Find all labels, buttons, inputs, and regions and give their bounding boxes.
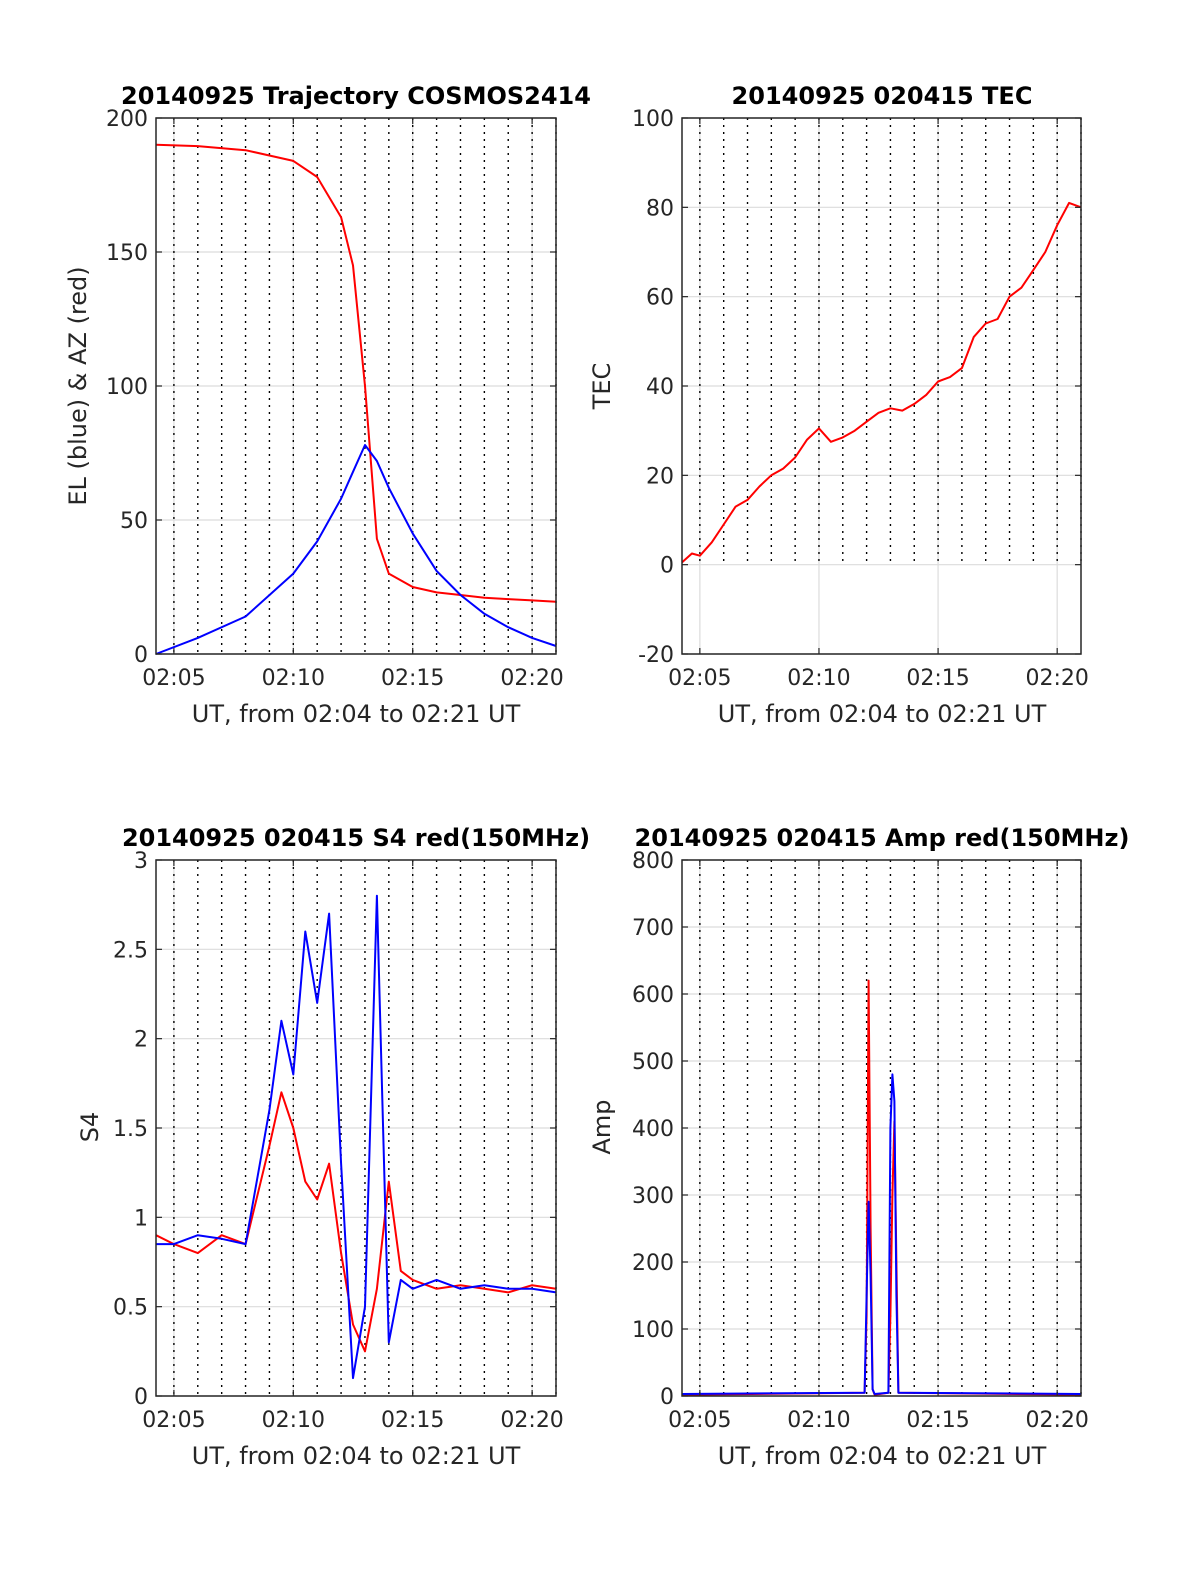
trajectory-ytick-label: 200 [106, 107, 148, 132]
amp-xtick-label: 02:15 [906, 1408, 969, 1433]
trajectory-ticks: 0 50 100 150 200 02:05 02:10 02:15 02:20 [106, 107, 564, 691]
tec-series-line [681, 201, 1082, 564]
trajectory-ytick-label: 150 [106, 241, 148, 266]
amp-xtick-label: 02:20 [1025, 1408, 1088, 1433]
amp-series [681, 979, 1082, 1396]
tec-ylabel: TEC [588, 363, 616, 411]
s4-ticks: 0 0.5 1 1.5 2 2.5 3 02:05 02:10 02:15 02:20 [113, 849, 564, 1433]
tec-xtick-label: 02:05 [668, 666, 731, 691]
s4-ytick-label: 0.5 [113, 1296, 148, 1321]
amp-ytick-label: 0 [660, 1385, 674, 1410]
s4-xtick-label: 02:05 [142, 1408, 205, 1433]
s4-xtick-label: 02:20 [500, 1408, 563, 1433]
tec-panel: 20140925 020415 TEC UT, from 02:04 to 02… [588, 82, 1089, 728]
tec-ytick-label: 40 [646, 375, 674, 400]
amp-ticks: 0 100 200 300 400 500 600 700 800 02:05 02:10 02:15… [632, 849, 1089, 1433]
amp-ytick-label: 300 [632, 1184, 674, 1209]
amp-panel: 20140925 020415 Amp red(150MHz) UT, from… [588, 824, 1129, 1470]
amp-series-line [681, 1073, 1082, 1395]
trajectory-series-line [155, 143, 557, 603]
amp-ytick-label: 200 [632, 1251, 674, 1276]
s4-ytick-label: 1.5 [113, 1117, 148, 1142]
s4-ytick-label: 1 [134, 1206, 148, 1231]
amp-title: 20140925 020415 Amp red(150MHz) [635, 824, 1130, 852]
s4-xtick-label: 02:10 [262, 1408, 325, 1433]
tec-series [681, 201, 1082, 564]
trajectory-ylabel: EL (blue) & AZ (red) [64, 266, 92, 505]
trajectory-series [155, 143, 557, 655]
tec-xtick-label: 02:15 [906, 666, 969, 691]
tec-xtick-label: 02:10 [787, 666, 850, 691]
tec-ytick-label: 60 [646, 286, 674, 311]
trajectory-xtick-label: 02:20 [500, 666, 563, 691]
amp-ytick-label: 600 [632, 983, 674, 1008]
amp-ytick-label: 100 [632, 1318, 674, 1343]
trajectory-xtick-label: 02:05 [142, 666, 205, 691]
amp-ytick-label: 700 [632, 916, 674, 941]
tec-title: 20140925 020415 TEC [732, 82, 1033, 110]
tec-ytick-label: 80 [646, 196, 674, 221]
s4-xtick-label: 02:15 [381, 1408, 444, 1433]
tec-xtick-label: 02:20 [1025, 666, 1088, 691]
tec-ytick-label: -20 [638, 643, 674, 668]
tec-ytick-label: 100 [632, 107, 674, 132]
trajectory-ytick-label: 0 [134, 643, 148, 668]
amp-xlabel: UT, from 02:04 to 02:21 UT [718, 1442, 1047, 1470]
amp-ylabel: Amp [588, 1099, 616, 1154]
s4-xlabel: UT, from 02:04 to 02:21 UT [192, 1442, 521, 1470]
s4-series [155, 894, 557, 1380]
s4-ytick-label: 2.5 [113, 938, 148, 963]
amp-xtick-label: 02:05 [668, 1408, 731, 1433]
s4-ytick-label: 2 [134, 1028, 148, 1053]
s4-ytick-label: 3 [134, 849, 148, 874]
trajectory-xtick-label: 02:10 [262, 666, 325, 691]
amp-ytick-label: 400 [632, 1117, 674, 1142]
trajectory-series-line [155, 444, 557, 655]
tec-xlabel: UT, from 02:04 to 02:21 UT [718, 700, 1047, 728]
trajectory-ytick-label: 50 [120, 509, 148, 534]
trajectory-ytick-label: 100 [106, 375, 148, 400]
trajectory-panel: 20140925 Trajectory COSMOS2414 UT, from … [64, 82, 591, 728]
amp-ytick-label: 800 [632, 849, 674, 874]
s4-title: 20140925 020415 S4 red(150MHz) [122, 824, 590, 852]
amp-ytick-label: 500 [632, 1050, 674, 1075]
tec-ytick-label: 20 [646, 464, 674, 489]
trajectory-title: 20140925 Trajectory COSMOS2414 [121, 82, 591, 110]
amp-xtick-label: 02:10 [787, 1408, 850, 1433]
tec-ticks: -20 0 20 40 60 80 100 02:05 02:10 02:15 02:20 [632, 107, 1089, 691]
s4-ytick-label: 0 [134, 1385, 148, 1410]
s4-panel: 20140925 020415 S4 red(150MHz) UT, from … [76, 824, 590, 1470]
trajectory-xlabel: UT, from 02:04 to 02:21 UT [192, 700, 521, 728]
trajectory-xtick-label: 02:15 [381, 666, 444, 691]
s4-ylabel: S4 [76, 1112, 104, 1143]
s4-series-line [156, 894, 557, 1380]
tec-ytick-label: 0 [660, 554, 674, 579]
